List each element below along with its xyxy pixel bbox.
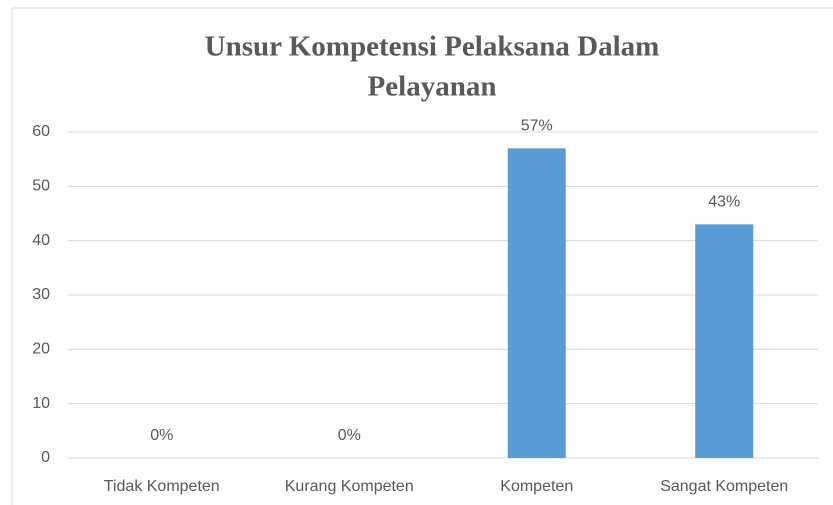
x-tick-label: Kompeten xyxy=(500,478,573,495)
y-tick-label: 10 xyxy=(32,395,50,412)
data-label: 43% xyxy=(708,194,740,211)
x-tick-label: Sangat Kompeten xyxy=(660,478,788,495)
y-tick-label: 20 xyxy=(32,341,50,358)
data-label: 0% xyxy=(150,427,173,444)
y-tick-label: 50 xyxy=(32,178,50,195)
data-label: 0% xyxy=(338,427,361,444)
y-tick-label: 30 xyxy=(32,286,50,303)
y-tick-label: 0 xyxy=(41,449,50,466)
bar xyxy=(507,148,566,459)
x-tick-label: Kurang Kompeten xyxy=(285,478,414,495)
y-tick-label: 40 xyxy=(32,232,50,249)
chart-border xyxy=(11,7,833,505)
bar xyxy=(695,224,754,458)
chart-title: Unsur Kompetensi Pelaksana Dalam xyxy=(205,31,660,63)
y-tick-label: 60 xyxy=(32,123,50,140)
x-tick-label: Tidak Kompeten xyxy=(104,478,220,495)
chart-title: Pelayanan xyxy=(368,71,497,103)
data-label: 57% xyxy=(521,118,553,135)
